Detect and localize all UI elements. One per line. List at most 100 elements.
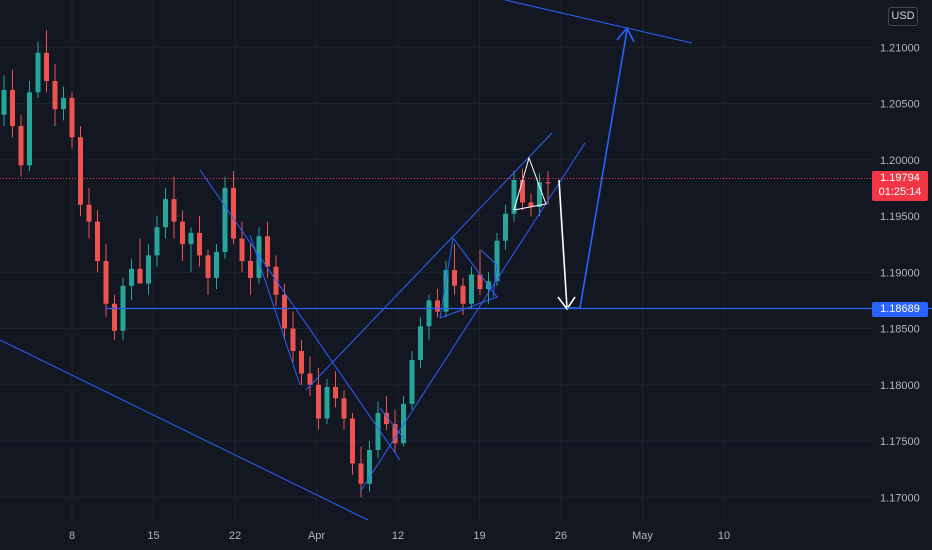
- candle-body: [494, 240, 500, 282]
- candle: [341, 390, 347, 430]
- candle: [163, 187, 168, 239]
- candle: [435, 289, 440, 318]
- candle: [222, 176, 228, 259]
- flag-pattern: [480, 249, 498, 298]
- candle: [307, 356, 313, 396]
- candle: [171, 176, 177, 239]
- candle: [137, 238, 143, 284]
- candle: [103, 244, 109, 318]
- wedge-top: [379, 407, 406, 441]
- last-price-tag: 1.19794 01:25:14: [872, 171, 928, 201]
- y-tick-label: 1.18000: [880, 380, 920, 392]
- candle: [367, 441, 372, 492]
- candle: [154, 216, 160, 267]
- candle-body: [18, 126, 24, 166]
- x-tick-label: 26: [555, 530, 567, 542]
- trendline-drawings: [0, 0, 932, 521]
- candle-body: [460, 285, 466, 304]
- candle-body: [367, 450, 372, 484]
- y-tick-label: 1.17000: [880, 492, 920, 504]
- candle-body: [392, 424, 398, 444]
- candle-body: [10, 90, 15, 126]
- bearish-projection-arrowhead: [557, 296, 576, 311]
- bullish-projection-arrow: [567, 29, 628, 309]
- candle-body: [401, 403, 406, 444]
- candle-body: [426, 300, 432, 327]
- level-price-tag: 1.18689: [872, 302, 928, 317]
- candle: [443, 261, 449, 318]
- candle-body: [61, 97, 66, 110]
- candle-body: [188, 232, 194, 245]
- candle-body: [78, 137, 83, 205]
- x-tick-label: 19: [473, 530, 485, 542]
- candle-body: [341, 398, 347, 419]
- candle-body: [248, 261, 253, 278]
- candle-body: [503, 213, 508, 241]
- candle-body: [222, 187, 228, 252]
- candle: [358, 446, 364, 498]
- candle: [503, 204, 508, 250]
- last-price-value: 1.19794: [880, 172, 920, 184]
- candle-body: [154, 227, 160, 256]
- candle: [205, 249, 211, 295]
- candle-body: [282, 294, 287, 329]
- candle-body: [265, 236, 270, 267]
- time-axis[interactable]: 8 15 22 Apr 12 19 26 May 10: [69, 530, 730, 542]
- candle-body: [299, 351, 304, 374]
- candle-body: [520, 180, 525, 203]
- candle: [375, 401, 381, 458]
- candle: [384, 396, 389, 430]
- candle: [418, 317, 423, 368]
- candle-body: [214, 252, 219, 278]
- candle: [477, 249, 483, 295]
- candle: [248, 244, 253, 295]
- candle: [112, 294, 117, 340]
- candle: [350, 412, 355, 475]
- candle: [10, 69, 15, 138]
- candle-body: [103, 261, 109, 304]
- candle: [86, 187, 92, 239]
- x-tick-label: Apr: [308, 530, 325, 542]
- y-tick-label: 1.20500: [880, 99, 920, 111]
- bearish-projection-arrow: [558, 179, 568, 309]
- candle: [188, 227, 194, 273]
- candle-body: [537, 182, 542, 207]
- candle-body: [44, 52, 49, 81]
- rising-channel-upper: [305, 132, 553, 391]
- candle-body: [307, 373, 313, 385]
- y-tick-label: 1.18500: [880, 324, 920, 336]
- price-axis[interactable]: 1.21000 1.20500 1.20000 1.19500 1.19000 1.185…: [880, 42, 920, 504]
- candle: [129, 258, 134, 301]
- candle: [1, 75, 7, 126]
- candle-body: [205, 255, 211, 278]
- candle-body: [324, 387, 330, 419]
- candle: [69, 92, 75, 149]
- currency-badge[interactable]: USD: [888, 7, 918, 26]
- candle-body: [333, 387, 338, 399]
- candle-body: [180, 221, 185, 245]
- candle-body: [146, 255, 151, 284]
- candle: [469, 266, 474, 309]
- lower-channel-line: [0, 339, 369, 521]
- candle-body: [350, 418, 355, 464]
- y-tick-label: 1.19500: [880, 211, 920, 223]
- candle-body: [69, 97, 75, 138]
- descending-triangle-upper: [199, 169, 401, 461]
- candle-body: [137, 268, 143, 284]
- candle-body: [52, 81, 58, 110]
- candle: [35, 41, 41, 98]
- candle: [78, 126, 83, 216]
- candle-body: [528, 202, 534, 207]
- candle-body: [511, 180, 517, 214]
- candle-body: [95, 221, 100, 261]
- candle-body: [443, 270, 449, 312]
- x-tick-label: 8: [69, 530, 75, 542]
- candle-body: [197, 232, 202, 256]
- candle-body: [477, 274, 483, 290]
- x-tick-label: 12: [392, 530, 404, 542]
- candle-body: [384, 412, 389, 425]
- candle: [333, 371, 338, 408]
- x-tick-label: May: [632, 530, 653, 542]
- candle: [95, 210, 100, 273]
